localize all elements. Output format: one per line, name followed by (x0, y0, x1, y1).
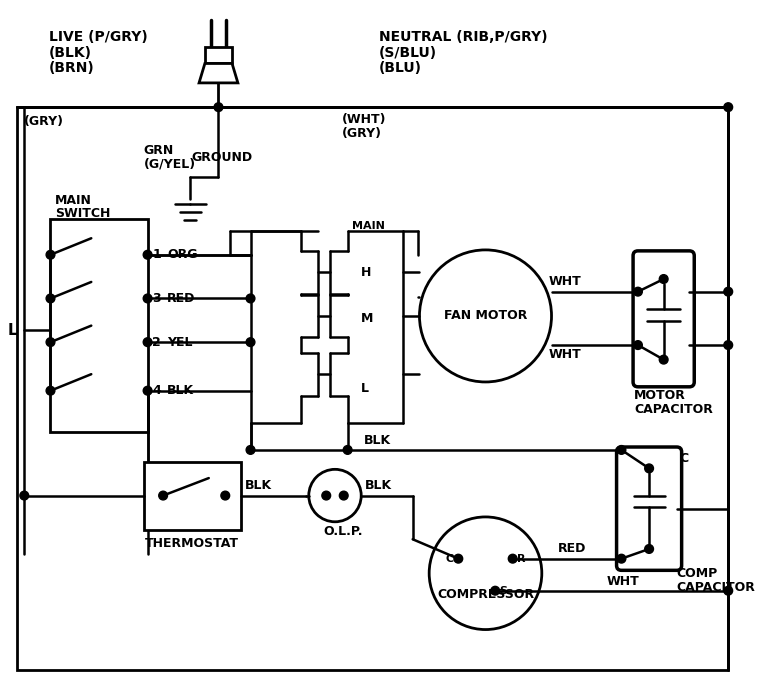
Text: WHT: WHT (607, 575, 640, 588)
Text: O.L.P.: O.L.P. (323, 525, 362, 538)
Bar (51, 219, 147, 432)
Text: (WHT): (WHT) (342, 113, 386, 126)
Circle shape (724, 341, 733, 349)
Text: THERMOSTAT: THERMOSTAT (145, 536, 240, 550)
Circle shape (659, 275, 668, 283)
Circle shape (247, 446, 255, 455)
Text: R: R (517, 554, 525, 564)
Text: MOTOR: MOTOR (634, 389, 686, 402)
Text: GROUND: GROUND (191, 151, 253, 164)
Text: L: L (361, 382, 369, 396)
Text: WHT: WHT (548, 276, 581, 289)
Circle shape (419, 250, 551, 382)
Text: (GRY): (GRY) (25, 115, 65, 128)
Circle shape (143, 294, 152, 303)
Circle shape (724, 103, 733, 112)
Circle shape (46, 338, 55, 346)
Circle shape (322, 491, 330, 500)
Text: CAPACITOR: CAPACITOR (634, 403, 713, 416)
FancyBboxPatch shape (617, 447, 682, 570)
Text: FAN MOTOR: FAN MOTOR (444, 310, 527, 323)
Text: RED: RED (167, 292, 195, 305)
Text: RED: RED (558, 543, 587, 555)
Text: S: S (499, 586, 507, 595)
Text: 1: 1 (152, 248, 161, 261)
Circle shape (724, 586, 733, 595)
Polygon shape (199, 63, 238, 83)
Polygon shape (205, 47, 232, 63)
Text: BLK: BLK (245, 480, 272, 492)
Circle shape (46, 387, 55, 395)
Circle shape (221, 491, 230, 500)
Circle shape (617, 555, 626, 563)
Circle shape (659, 355, 668, 364)
Text: C: C (445, 554, 453, 564)
Circle shape (159, 491, 167, 500)
FancyBboxPatch shape (633, 251, 694, 387)
Circle shape (429, 517, 541, 629)
Text: BLK: BLK (364, 434, 391, 447)
Circle shape (634, 287, 642, 296)
Text: L: L (8, 323, 18, 338)
Circle shape (617, 446, 626, 455)
Text: BLK: BLK (365, 480, 392, 492)
Text: H: H (361, 266, 372, 279)
Text: COMP: COMP (677, 567, 718, 579)
Text: 3: 3 (152, 292, 161, 305)
Circle shape (46, 294, 55, 303)
Text: (BLK): (BLK) (48, 46, 91, 60)
Text: 4: 4 (152, 384, 161, 397)
Circle shape (634, 341, 642, 349)
Text: SWITCH: SWITCH (55, 207, 111, 219)
Circle shape (143, 251, 152, 259)
Circle shape (20, 491, 28, 500)
Circle shape (309, 469, 361, 522)
Circle shape (343, 446, 352, 455)
Text: WHT: WHT (548, 348, 581, 362)
Text: YEL: YEL (167, 336, 193, 348)
Text: LIVE (P/GRY): LIVE (P/GRY) (48, 31, 147, 44)
Circle shape (143, 338, 152, 346)
Text: GRN: GRN (144, 144, 174, 158)
Text: (GRY): (GRY) (342, 127, 382, 140)
Circle shape (644, 464, 654, 473)
Circle shape (247, 294, 255, 303)
Circle shape (508, 555, 517, 563)
Circle shape (724, 287, 733, 296)
Text: (BLU): (BLU) (379, 61, 422, 76)
Text: BLK: BLK (167, 384, 194, 397)
Text: NEUTRAL (RIB,P/GRY): NEUTRAL (RIB,P/GRY) (379, 31, 548, 44)
Circle shape (143, 387, 152, 395)
Text: (G/YEL): (G/YEL) (144, 158, 196, 171)
Circle shape (454, 555, 462, 563)
Circle shape (644, 545, 654, 553)
Text: (BRN): (BRN) (48, 61, 94, 76)
Text: C: C (680, 452, 689, 465)
Bar (144, 462, 241, 530)
Text: ORG: ORG (167, 248, 197, 261)
Bar (18, 107, 728, 670)
Text: MAIN: MAIN (353, 221, 386, 230)
Circle shape (214, 103, 223, 112)
Text: (S/BLU): (S/BLU) (379, 46, 437, 60)
Text: CAPACITOR: CAPACITOR (677, 582, 756, 594)
Circle shape (247, 338, 255, 346)
Circle shape (491, 586, 499, 595)
Text: 2: 2 (152, 336, 161, 348)
Circle shape (46, 251, 55, 259)
Text: COMPRESSOR: COMPRESSOR (437, 588, 534, 601)
Text: MAIN: MAIN (55, 194, 92, 207)
Circle shape (339, 491, 348, 500)
Text: M: M (361, 312, 373, 325)
